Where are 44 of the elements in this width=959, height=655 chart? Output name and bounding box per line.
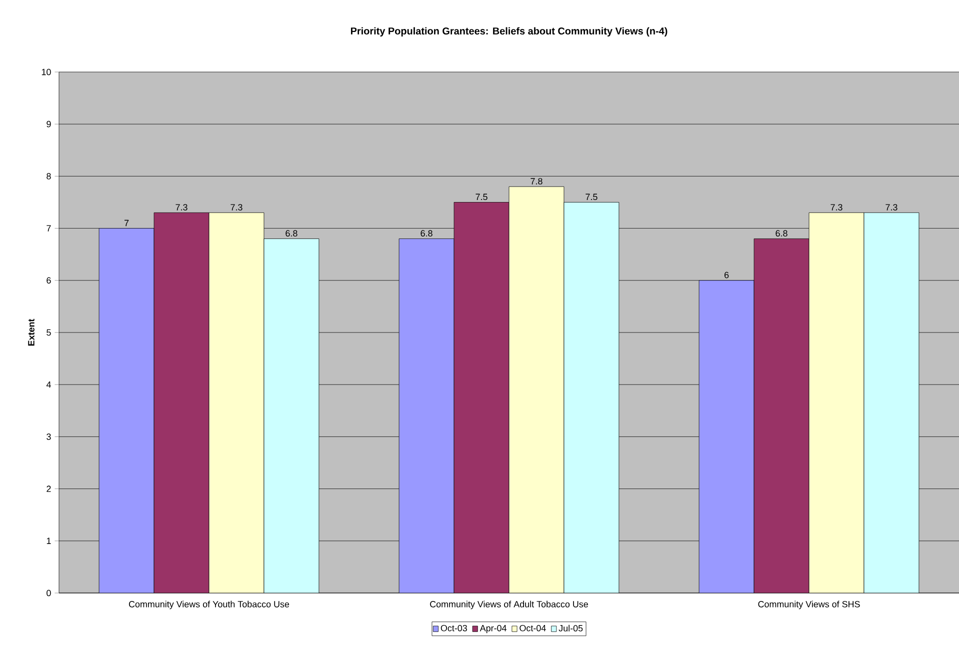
y-tick-label: 4 <box>46 382 51 388</box>
bar <box>698 280 754 593</box>
data-label: 7.3 <box>830 204 842 210</box>
data-label: 7 <box>124 220 129 226</box>
data-label: 6.8 <box>286 230 298 237</box>
x-tick-label: Community Views of Youth Tobacco Use <box>128 600 290 610</box>
data-label: 7.3 <box>230 204 242 210</box>
data-label: 6 <box>724 272 729 278</box>
data-label: 7.8 <box>530 178 542 184</box>
y-tick-label: 6 <box>46 277 51 284</box>
legend-label: Oct-03 <box>440 624 467 632</box>
bar <box>264 238 320 593</box>
bar <box>154 212 210 593</box>
y-tick-label: 3 <box>46 434 51 440</box>
chart-title: Priority Population Grantees: Beliefs about Community Views (n-4) <box>350 27 668 36</box>
legend-label: Apr-04 <box>480 624 506 634</box>
bar <box>808 212 864 593</box>
y-tick-label: 7 <box>46 225 51 232</box>
data-label: 7.5 <box>586 194 598 200</box>
bar <box>208 212 264 593</box>
y-tick-label: 0 <box>46 590 51 596</box>
y-tick-label: 2 <box>46 486 51 492</box>
y-tick-label: 8 <box>46 173 51 180</box>
bar <box>454 202 510 593</box>
data-label: 7.3 <box>886 204 898 210</box>
data-label: 6.8 <box>776 230 788 237</box>
bar <box>398 238 454 593</box>
x-tick-label: Community Views of Adult Tobacco Use <box>430 600 588 610</box>
y-tick-label: 9 <box>46 120 51 128</box>
bar <box>754 238 810 593</box>
y-tick-label: 10 <box>42 68 51 76</box>
data-label: 6.8 <box>420 230 432 237</box>
x-tick-label: Community Views of SHS <box>758 600 860 610</box>
data-label: 7.5 <box>476 194 488 200</box>
bar <box>564 202 620 593</box>
data-label: 7.3 <box>176 204 188 210</box>
y-tick-label: 5 <box>46 329 51 336</box>
bar <box>508 186 564 593</box>
y-axis-title: Extent <box>28 318 34 346</box>
bar <box>98 228 154 593</box>
legend-label: Jul-05 <box>558 624 583 632</box>
legend-label: Oct-04 <box>520 624 546 632</box>
y-tick-label: 1 <box>46 538 51 544</box>
bar <box>864 212 920 593</box>
